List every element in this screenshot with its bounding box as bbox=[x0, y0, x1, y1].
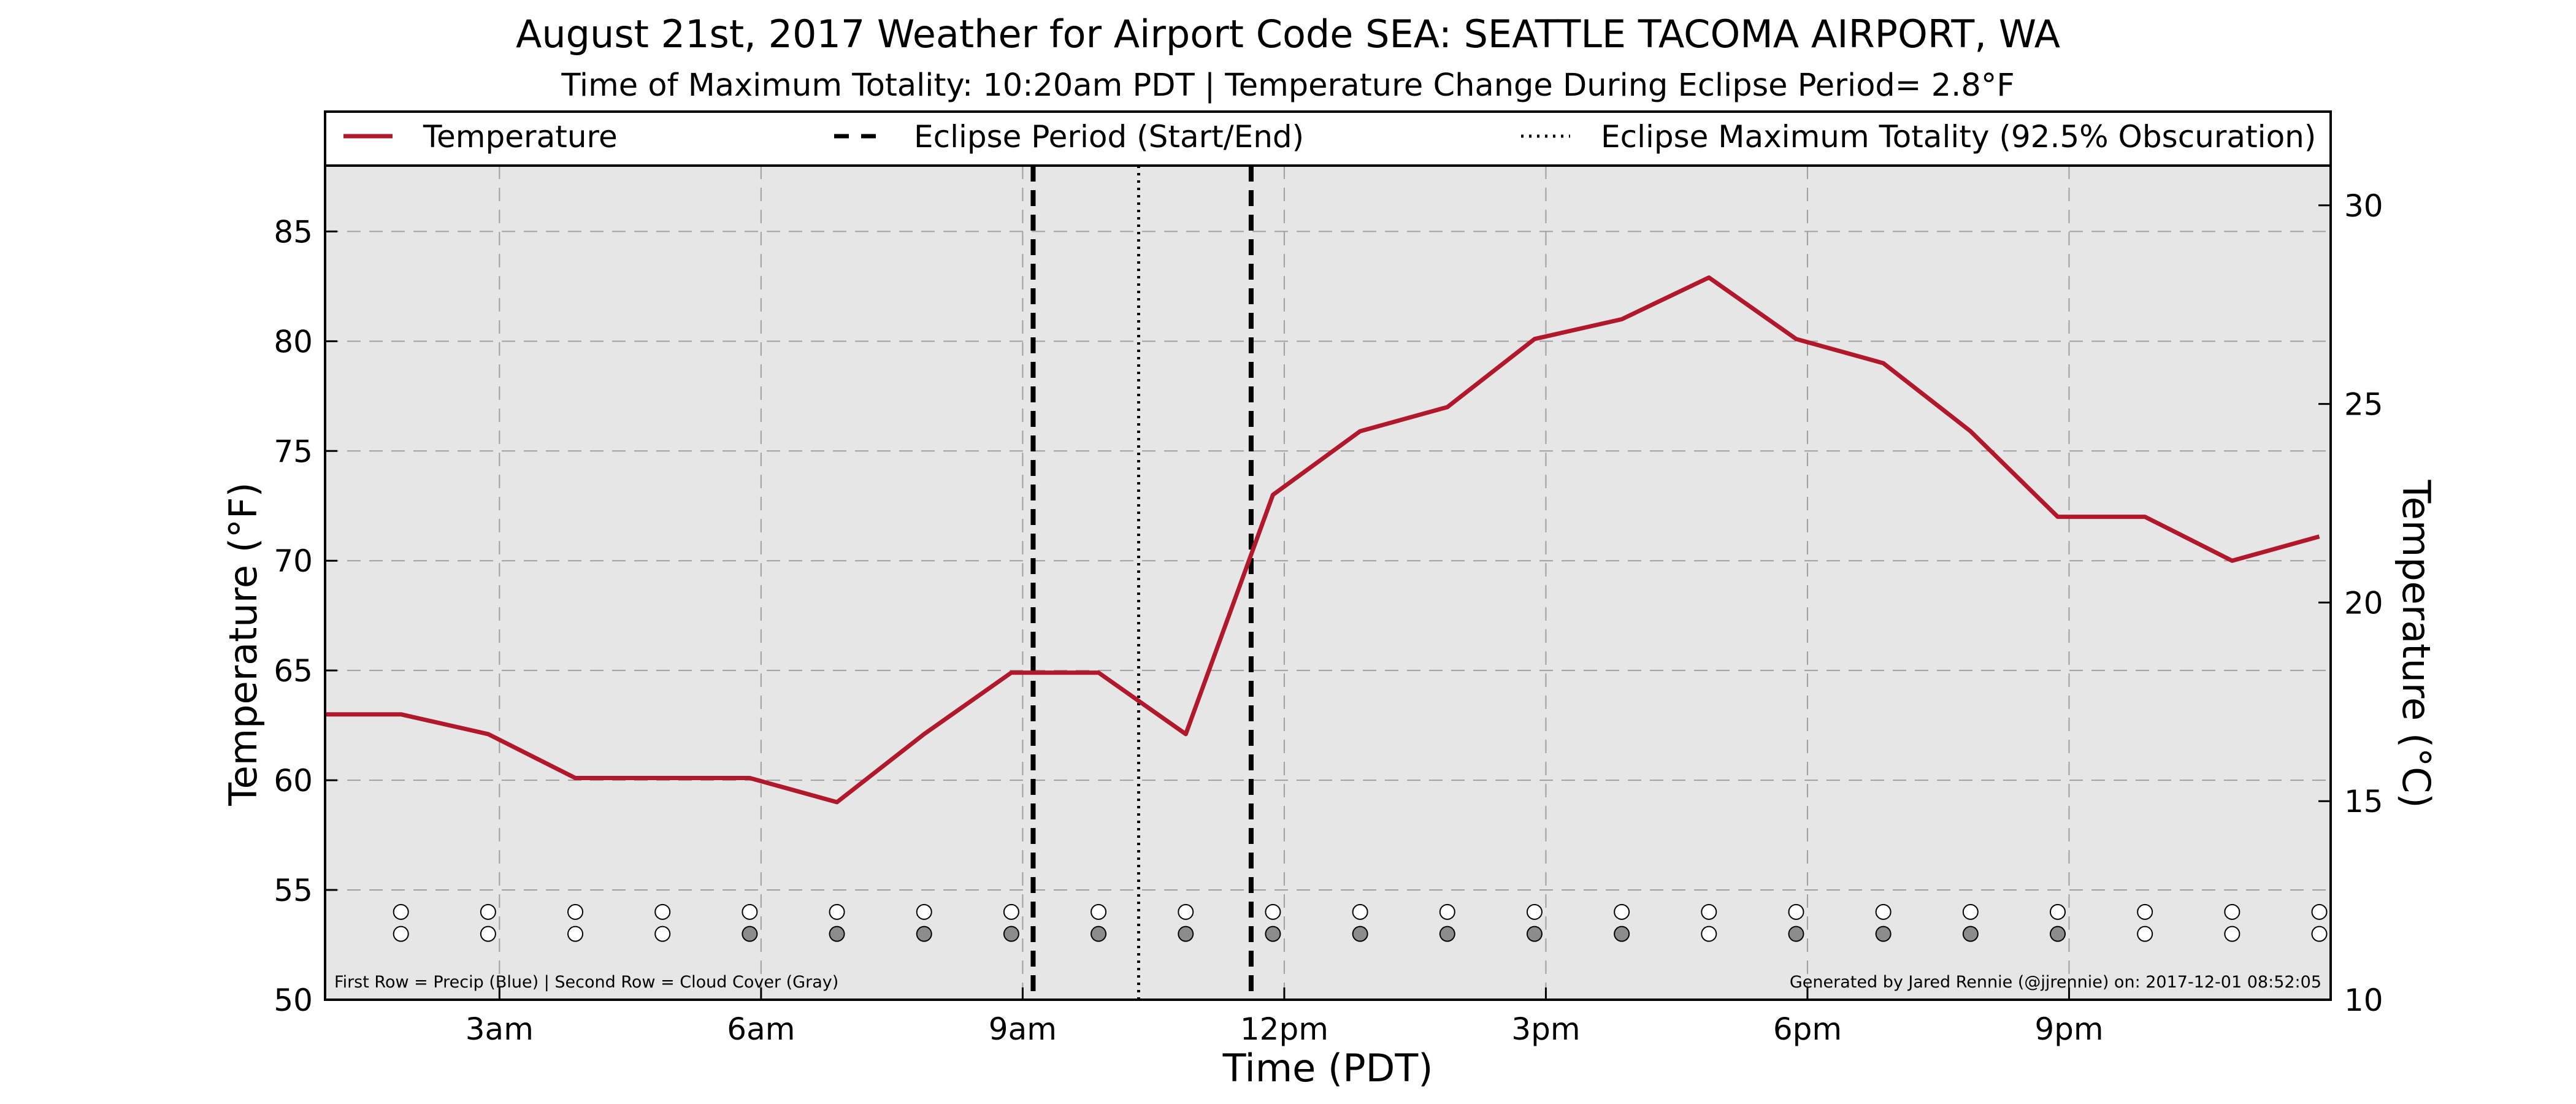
x-tick-label: 9pm bbox=[2034, 1011, 2103, 1047]
precip-indicator bbox=[2049, 903, 2066, 920]
legend-box bbox=[324, 110, 2332, 167]
plot-background bbox=[325, 166, 2331, 1000]
chart-subtitle: Time of Maximum Totality: 10:20am PDT | … bbox=[561, 67, 2014, 104]
chart-title: August 21st, 2017 Weather for Airport Co… bbox=[516, 12, 2060, 56]
precip-indicator bbox=[393, 903, 409, 920]
y-tick-label: 80 bbox=[274, 324, 313, 359]
cloud-cover-indicator bbox=[1352, 926, 1368, 942]
precip-indicator bbox=[916, 903, 932, 920]
y2-axis-label: Temperature (°C) bbox=[2394, 479, 2439, 808]
cloud-cover-indicator bbox=[1962, 926, 1979, 942]
y-axis-label: Temperature (°F) bbox=[221, 482, 266, 806]
y2-tick-label: 10 bbox=[2344, 983, 2383, 1018]
precip-indicator bbox=[1178, 903, 1194, 920]
precip-indicator bbox=[1701, 903, 1717, 920]
precip-indicator bbox=[567, 903, 584, 920]
cloud-cover-indicator bbox=[393, 926, 409, 942]
y-tick-label: 65 bbox=[274, 653, 313, 689]
cloud-cover-indicator bbox=[1003, 926, 1019, 942]
precip-indicator bbox=[742, 903, 758, 920]
series-layer bbox=[325, 275, 2320, 805]
y2-tick-label: 20 bbox=[2344, 585, 2383, 621]
indicator-rows bbox=[393, 903, 2328, 942]
x-axis-label: Time (PDT) bbox=[1222, 1046, 1433, 1091]
temperature-line bbox=[325, 275, 2320, 805]
y-tick-label: 60 bbox=[274, 763, 313, 799]
precip-indicator bbox=[654, 903, 671, 920]
precip-indicator bbox=[1091, 903, 1107, 920]
x-tick-label: 6pm bbox=[1773, 1011, 1842, 1047]
cloud-cover-indicator bbox=[1265, 926, 1281, 942]
precip-indicator bbox=[1352, 903, 1368, 920]
y-tick-label: 70 bbox=[274, 543, 313, 579]
y2-tick-label: 15 bbox=[2344, 784, 2383, 819]
precip-indicator bbox=[1439, 903, 1455, 920]
generated-by-footer: Generated by Jared Rennie (@jjrennie) on… bbox=[1790, 973, 2321, 992]
cloud-cover-indicator bbox=[1614, 926, 1630, 942]
cloud-cover-indicator bbox=[1091, 926, 1107, 942]
eclipse-markers bbox=[1030, 166, 1254, 1000]
cloud-cover-indicator bbox=[480, 926, 496, 942]
cloud-cover-indicator bbox=[2311, 926, 2328, 942]
legend-label: Eclipse Period (Start/End) bbox=[914, 119, 1304, 155]
x-tick-label: 9am bbox=[989, 1011, 1057, 1047]
y-tick-label: 50 bbox=[274, 983, 313, 1018]
precip-indicator bbox=[1265, 903, 1281, 920]
x-tick-label: 3pm bbox=[1511, 1011, 1580, 1047]
cloud-cover-indicator bbox=[829, 926, 845, 942]
x-tick-label: 3am bbox=[466, 1011, 534, 1047]
cloud-cover-indicator bbox=[567, 926, 584, 942]
precip-indicator bbox=[829, 903, 845, 920]
axes: 50 55 60 65 70 75 80 85 3am 6am 9am 12pm 3pm 6pm 9pm 10… bbox=[274, 188, 2383, 1047]
cloud-cover-indicator bbox=[654, 926, 671, 942]
cloud-cover-indicator bbox=[1875, 926, 1892, 942]
precip-indicator bbox=[1614, 903, 1630, 920]
precip-indicator bbox=[1875, 903, 1892, 920]
cloud-cover-indicator bbox=[1526, 926, 1543, 942]
y-tick-label: 55 bbox=[274, 873, 313, 908]
grid-lines bbox=[325, 166, 2331, 1000]
precip-indicator bbox=[1788, 903, 1804, 920]
y-tick-label: 85 bbox=[274, 214, 313, 250]
indicator-note: First Row = Precip (Blue) | Second Row =… bbox=[334, 973, 838, 992]
cloud-cover-indicator bbox=[1701, 926, 1717, 942]
cloud-cover-indicator bbox=[1788, 926, 1804, 942]
cloud-cover-indicator bbox=[2224, 926, 2241, 942]
legend-label: Eclipse Maximum Totality (92.5% Obscurat… bbox=[1601, 119, 2316, 155]
precip-indicator bbox=[1003, 903, 1019, 920]
x-tick-label: 12pm bbox=[1240, 1011, 1328, 1047]
y2-tick-label: 30 bbox=[2344, 188, 2383, 224]
precip-indicator bbox=[2311, 903, 2328, 920]
precip-indicator bbox=[2137, 903, 2153, 920]
legend: Temperature Eclipse Period (Start/End) Ecl… bbox=[343, 119, 2316, 155]
cloud-cover-indicator bbox=[2049, 926, 2066, 942]
precip-indicator bbox=[1962, 903, 1979, 920]
precip-indicator bbox=[1526, 903, 1543, 920]
cloud-cover-indicator bbox=[916, 926, 932, 942]
precip-indicator bbox=[2224, 903, 2241, 920]
y2-tick-label: 25 bbox=[2344, 387, 2383, 423]
cloud-cover-indicator bbox=[2137, 926, 2153, 942]
cloud-cover-indicator bbox=[1178, 926, 1194, 942]
x-tick-label: 6am bbox=[727, 1011, 795, 1047]
precip-indicator bbox=[480, 903, 496, 920]
cloud-cover-indicator bbox=[1439, 926, 1455, 942]
y-tick-label: 75 bbox=[274, 434, 313, 469]
cloud-cover-indicator bbox=[742, 926, 758, 942]
legend-label: Temperature bbox=[423, 119, 618, 155]
